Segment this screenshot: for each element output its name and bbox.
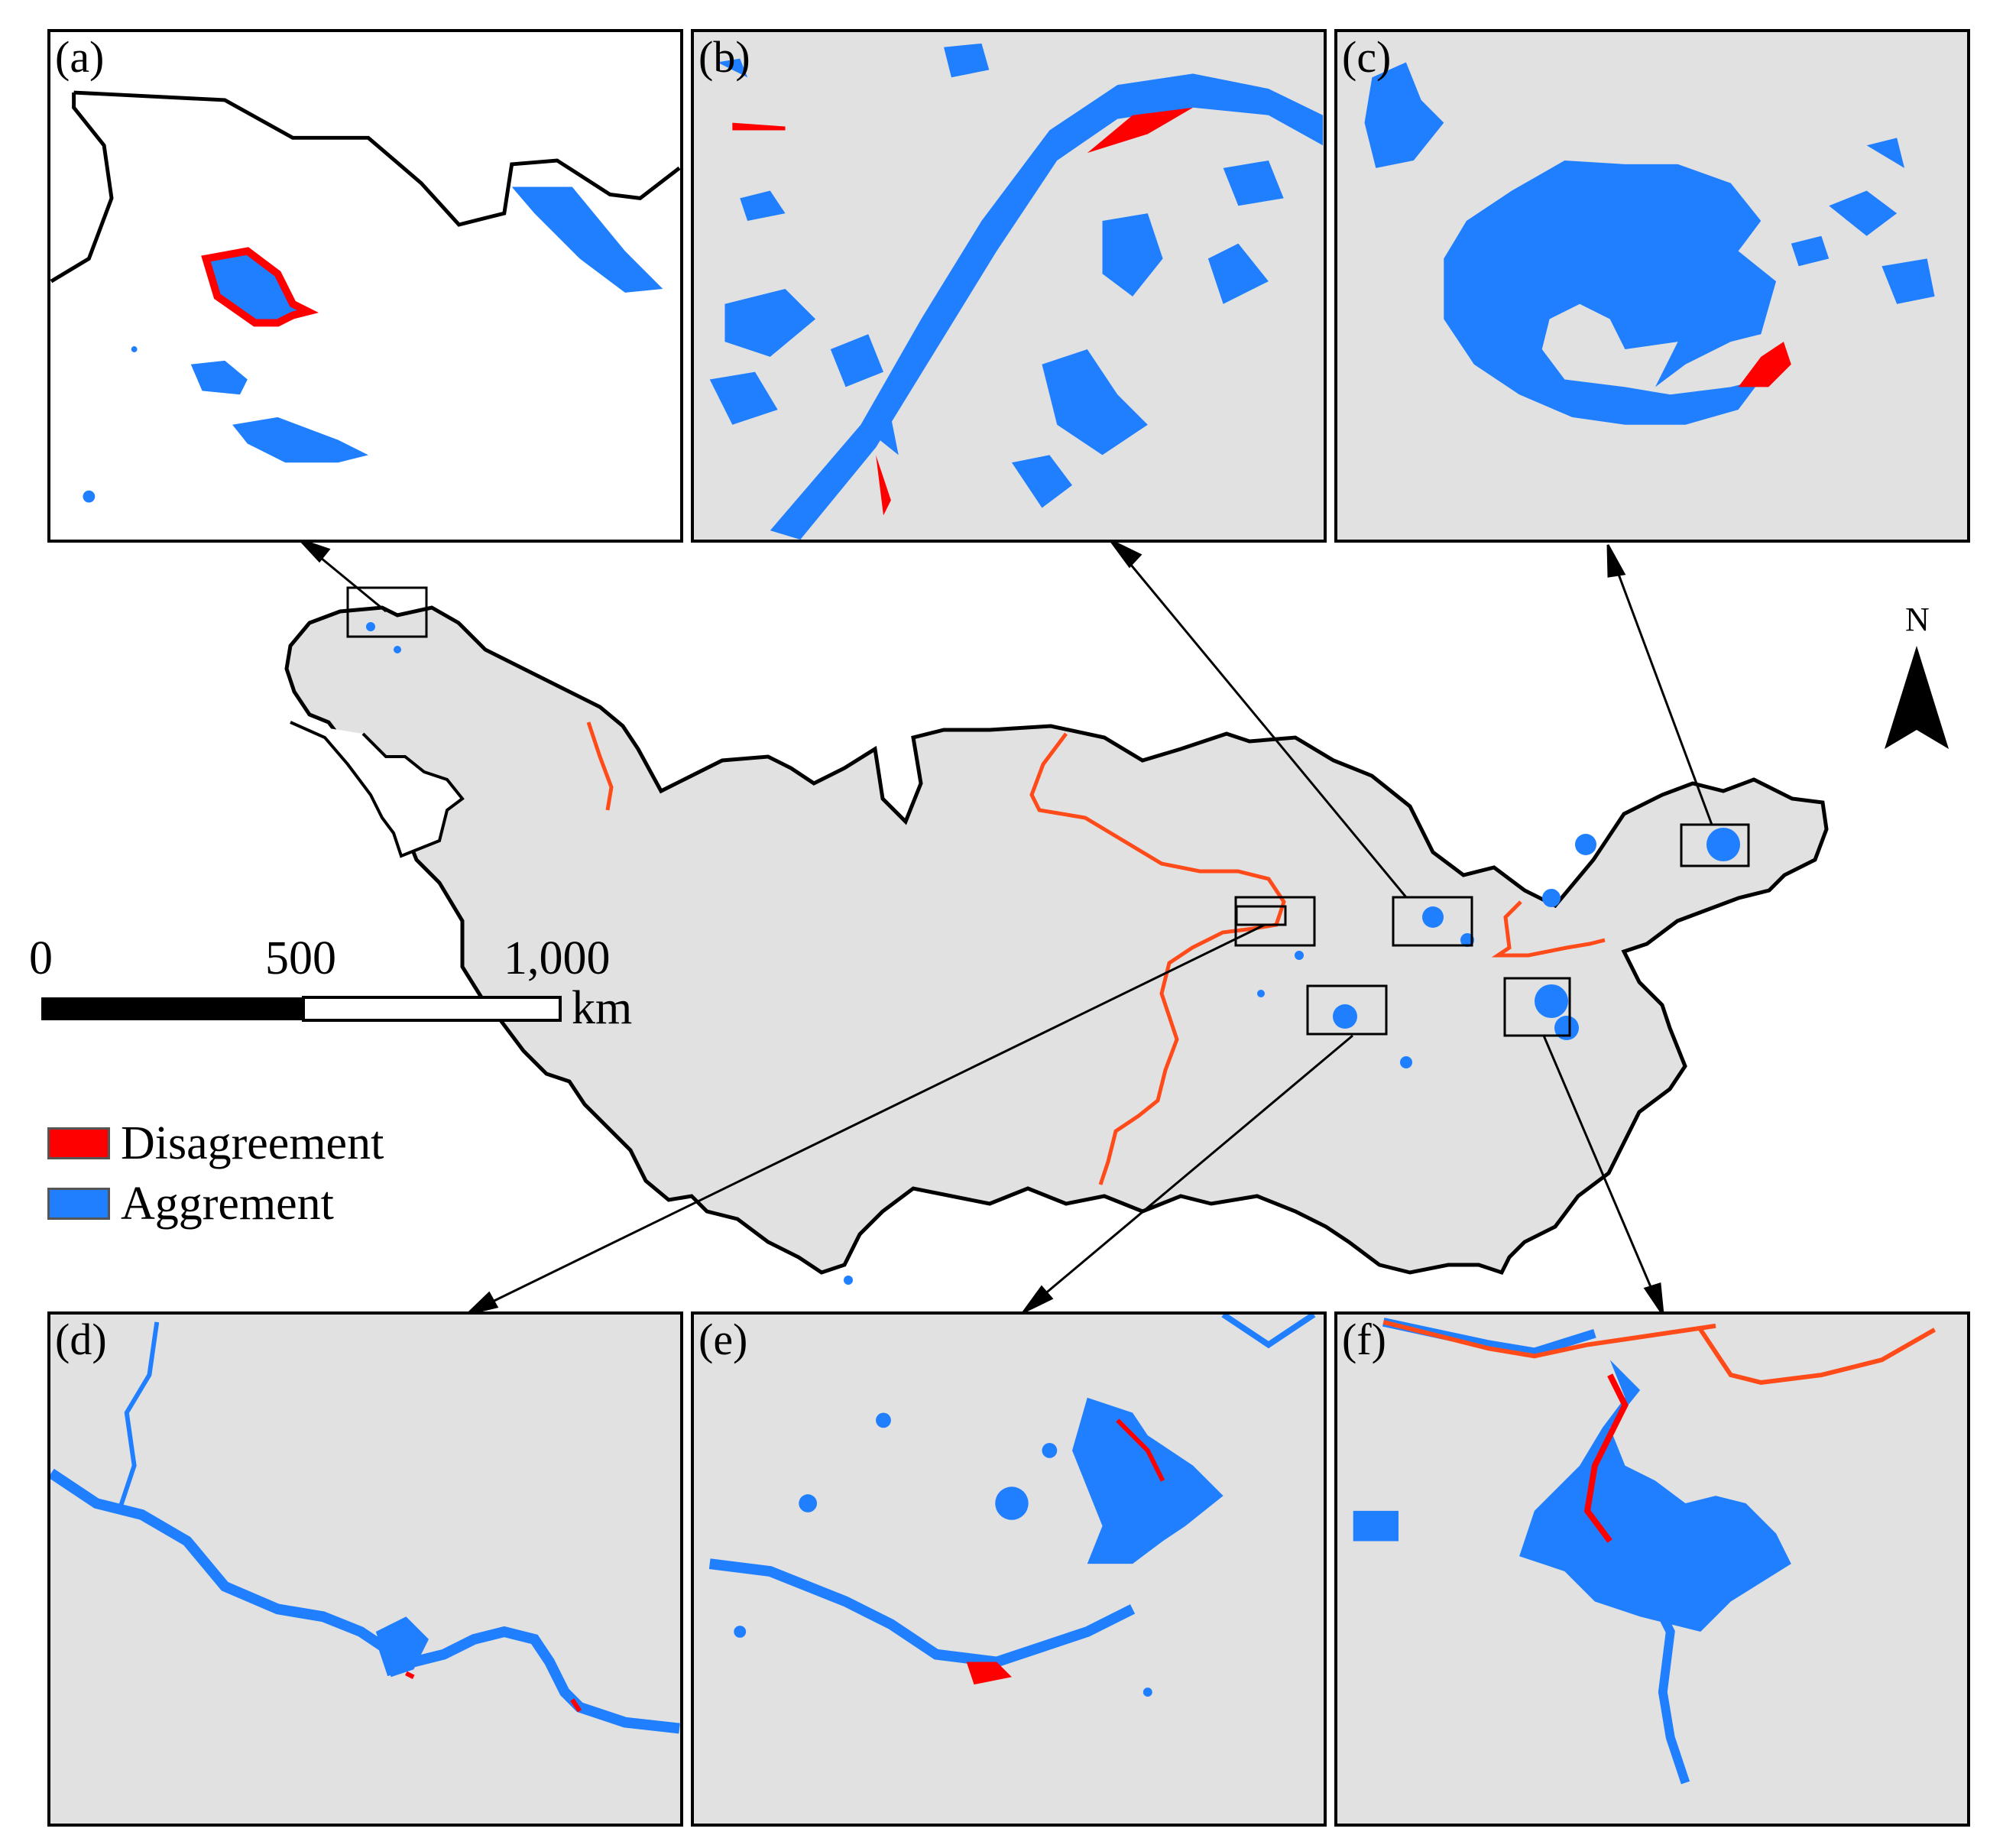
scale-bar (41, 996, 562, 1022)
panel-label-f: (f) (1342, 1315, 1386, 1364)
basin-outline (284, 605, 1829, 1276)
legend-item-disagreement: Disagreement (47, 1117, 384, 1169)
legend-swatch-agreement (47, 1188, 110, 1220)
panel-a: (a) (47, 29, 683, 543)
scale-tick-1000: 1,000 (504, 932, 611, 984)
north-label: N (1905, 601, 1930, 638)
sub-basin-boundary (1491, 900, 1606, 958)
panel-e: (e) (691, 1311, 1327, 1827)
panel-b: (b) (691, 29, 1327, 543)
panel-label-c: (c) (1342, 32, 1392, 82)
basin-water-features (366, 622, 1740, 1285)
panel-label-e: (e) (698, 1315, 748, 1364)
scale-unit: km (572, 982, 633, 1034)
leader-lines (298, 538, 1713, 1316)
basin-lobe (290, 721, 465, 858)
sub-basin-boundary (586, 721, 614, 811)
panel-d: (d) (47, 1311, 683, 1827)
panel-c: (c) (1334, 29, 1970, 543)
scale-tick-500: 500 (265, 932, 336, 984)
panel-f: (f) (1334, 1311, 1970, 1827)
scale-tick-0: 0 (29, 932, 53, 984)
legend-label-agreement: Aggrement (121, 1177, 334, 1230)
legend-swatch-disagreement (47, 1127, 110, 1159)
panel-label-b: (b) (698, 32, 750, 82)
legend-item-agreement: Aggrement (47, 1178, 334, 1230)
location-boxes (346, 586, 1750, 1037)
panel-label-d: (d) (55, 1315, 107, 1364)
panel-label-a: (a) (55, 32, 105, 82)
sub-basin-boundary (1029, 732, 1286, 1185)
north-arrow-icon (1885, 646, 1949, 749)
legend-label-disagreement: Disagreement (121, 1117, 384, 1169)
